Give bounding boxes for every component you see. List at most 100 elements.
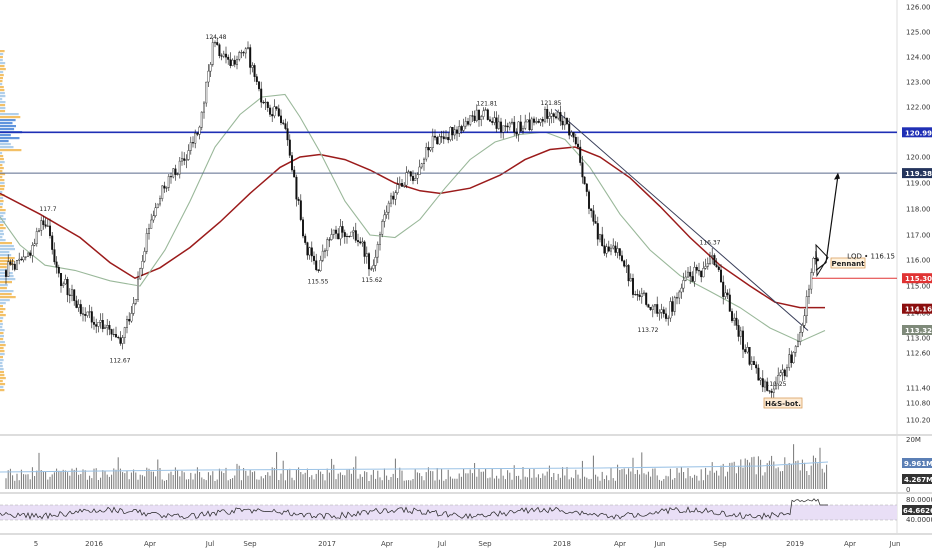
candle-body — [431, 135, 434, 149]
candle-body — [125, 319, 128, 328]
candle-body — [379, 234, 382, 245]
hs-bottom-label: H&S-bot. — [765, 400, 801, 408]
time-tick: Sep — [713, 540, 727, 548]
volume-profile-bar — [0, 287, 7, 290]
candle-body — [709, 256, 712, 264]
candle-body — [13, 263, 16, 270]
candle-body — [387, 202, 390, 213]
candle-body — [596, 223, 599, 240]
candle-body — [174, 168, 177, 175]
candle-body — [544, 108, 547, 122]
volume-profile-bar — [0, 350, 5, 353]
candle-body — [750, 361, 753, 365]
candle-body — [189, 142, 192, 151]
volume-profile-bar — [0, 284, 8, 287]
candle-body — [691, 276, 694, 282]
time-tick: Apr — [381, 540, 393, 548]
price-tick: 111.40 — [906, 385, 931, 393]
price-tick: 126.00 — [906, 4, 931, 12]
candle-body — [524, 121, 527, 129]
candle-body — [90, 311, 93, 323]
candle-body — [753, 361, 756, 366]
candle-body — [16, 260, 19, 270]
candle-body — [563, 117, 566, 126]
rsi-tick: 40.0000 — [906, 516, 932, 524]
candle-body — [530, 118, 533, 131]
volume-profile-bar — [0, 71, 4, 74]
downtrend-line — [554, 109, 809, 331]
volume-profile-bar — [0, 200, 4, 203]
candle-body — [251, 65, 254, 68]
candle-body — [332, 229, 335, 235]
candle-body — [464, 121, 467, 127]
volume-profile-bar — [0, 251, 10, 254]
price-label: 113.72 — [638, 327, 659, 334]
volume-profile-bar — [0, 107, 6, 110]
candle-body — [224, 53, 227, 58]
candle-body — [449, 126, 452, 140]
candle-body — [537, 120, 540, 123]
candle-body — [68, 294, 71, 296]
volume-profile-bar — [0, 56, 3, 59]
price-tags: 120.99 119.38 115.30 114.16 113.32 — [902, 127, 932, 335]
candle-body — [715, 264, 718, 268]
candle-body — [621, 255, 624, 261]
candle-body — [339, 226, 342, 240]
candle-body — [731, 311, 734, 321]
candle-body — [555, 116, 558, 119]
volume-profile-bar — [0, 365, 3, 368]
volume-profile-bar — [0, 74, 4, 77]
volume-profile-bar — [0, 146, 14, 149]
candle-body — [412, 176, 415, 181]
candle-body — [583, 176, 586, 185]
moving-average-short — [0, 93, 826, 343]
candle-body — [233, 59, 236, 65]
time-tick: 5 — [34, 540, 38, 548]
volume-profile-bar — [0, 332, 4, 335]
volume-profile-bar — [0, 134, 11, 137]
candle-body — [528, 119, 531, 131]
candle-body — [539, 118, 542, 123]
candle-body — [354, 230, 357, 241]
volume-profile-bar — [0, 263, 14, 266]
candle-body — [260, 88, 263, 103]
trend-line — [554, 109, 809, 331]
candle-body — [359, 241, 362, 244]
candle-body — [187, 150, 190, 160]
volume-profile-bar — [0, 176, 3, 179]
candle-body — [216, 42, 219, 45]
candle-body — [7, 261, 10, 277]
candle-body — [478, 109, 481, 120]
candle-body — [317, 269, 320, 271]
long-ma-line — [0, 146, 825, 309]
candle-body — [75, 300, 78, 308]
candle-body — [416, 174, 419, 179]
price-label: 116.37 — [700, 240, 721, 247]
rsi-line — [0, 498, 828, 520]
candle-body — [200, 111, 203, 128]
candle-body — [792, 352, 795, 363]
volume-profile-bar — [0, 329, 5, 332]
candle-body — [447, 137, 450, 141]
candle-body — [640, 293, 643, 298]
volume-profile-bar — [0, 50, 5, 53]
time-tick: Apr — [844, 540, 856, 548]
volume-profile-bar — [0, 53, 4, 56]
candle-body — [136, 278, 139, 300]
time-tick: Sep — [478, 540, 492, 548]
volume-profile-bar — [0, 245, 14, 248]
candle-body — [44, 224, 47, 227]
candle-body — [445, 137, 448, 140]
volume-profile-bar — [0, 65, 5, 68]
candle-body — [121, 337, 124, 344]
candle-body — [376, 243, 379, 258]
candle-body — [810, 272, 813, 290]
candle-body — [55, 261, 58, 268]
candle-body — [720, 269, 723, 283]
volume-profile-bar — [0, 77, 3, 80]
candle-body — [779, 372, 782, 376]
candle-body — [22, 256, 25, 261]
candle-body — [636, 294, 639, 296]
candle-body — [458, 126, 461, 134]
